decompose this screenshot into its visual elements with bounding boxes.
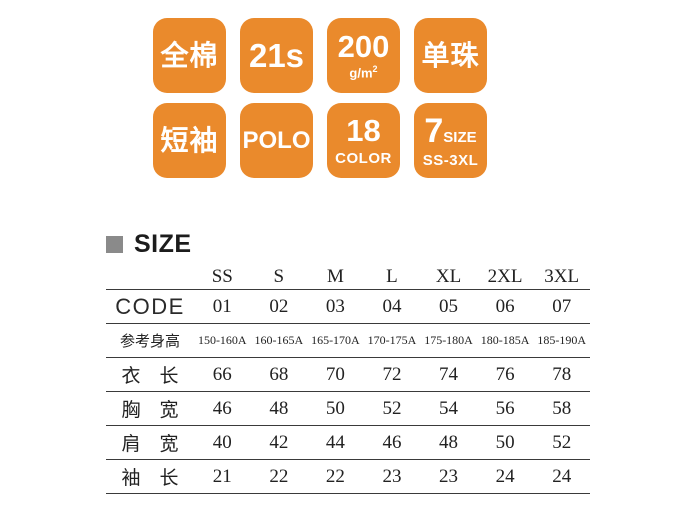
cell: 70	[307, 357, 364, 392]
row-label: 衣 长	[106, 357, 194, 392]
cell: 175-180A	[420, 323, 477, 358]
table-row-garment-length: 衣 长 66 68 70 72 74 76 78	[106, 357, 590, 392]
unit-text: g/m	[349, 65, 373, 81]
column-header: 2XL	[476, 265, 534, 290]
table-row-height: 参考身高 150-160A 160-165A 165-170A 170-175A…	[106, 323, 590, 358]
badge-fabric-weight-value: 200	[337, 29, 390, 65]
cell: 46	[363, 425, 421, 460]
feature-badges: 全棉 21s 200 g/m2 单珠 短袖 POLO 18 COLOR 7 SIZ…	[153, 18, 487, 178]
cell: 72	[363, 357, 421, 392]
badge-color-count-value: 18	[346, 113, 381, 148]
cell: 07	[533, 289, 590, 324]
column-header: L	[363, 265, 421, 290]
table-row-shoulder-width: 肩 宽 40 42 44 46 48 50 52	[106, 425, 590, 460]
badge-size-span: SS-3XL	[422, 151, 479, 169]
badge-yarn-count: 21s	[240, 18, 313, 93]
cell: 66	[194, 357, 251, 392]
size-section-header: SIZE	[106, 230, 192, 259]
badge-yarn-count-label: 21s	[248, 37, 305, 74]
cell: 180-185A	[476, 323, 534, 358]
badge-size-word: SIZE	[443, 128, 477, 146]
cell: 06	[476, 289, 534, 324]
cell: 56	[476, 391, 534, 426]
cell: 02	[250, 289, 308, 324]
badge-size-count: 7	[424, 111, 444, 150]
cell: 22	[307, 459, 364, 494]
cell: 185-190A	[533, 323, 590, 358]
row-label: CODE	[106, 289, 194, 324]
row-label: 参考身高	[106, 323, 194, 358]
badge-color-count-unit: COLOR	[335, 150, 392, 167]
column-header: XL	[420, 265, 477, 290]
badge-size-range-top: 7 SIZE	[424, 114, 476, 148]
cell: 52	[533, 425, 590, 460]
badge-cotton-label: 全棉	[160, 39, 219, 71]
cell: 21	[194, 459, 251, 494]
badge-short-sleeve: 短袖	[153, 103, 226, 178]
row-label: 袖 长	[106, 459, 194, 494]
column-header: 3XL	[533, 265, 590, 290]
cell: 23	[363, 459, 421, 494]
badge-color-count: 18 COLOR	[327, 103, 400, 178]
cell: 40	[194, 425, 251, 460]
cell: 42	[250, 425, 308, 460]
cell: 22	[250, 459, 308, 494]
table-row-code: CODE 01 02 03 04 05 06 07	[106, 289, 590, 324]
cell: 44	[307, 425, 364, 460]
cell: 48	[420, 425, 477, 460]
square-bullet-icon	[106, 236, 123, 253]
badge-pique: 单珠	[414, 18, 487, 93]
table-header-row: SS S M L XL 2XL 3XL	[106, 265, 590, 290]
table-row-sleeve-length: 袖 长 21 22 22 23 23 24 24	[106, 459, 590, 494]
cell: 58	[533, 391, 590, 426]
cell: 04	[363, 289, 421, 324]
cell: 01	[194, 289, 251, 324]
cell: 165-170A	[307, 323, 364, 358]
cell: 23	[420, 459, 477, 494]
cell: 52	[363, 391, 421, 426]
cell: 50	[307, 391, 364, 426]
cell: 160-165A	[250, 323, 308, 358]
column-header: M	[307, 265, 364, 290]
cell: 03	[307, 289, 364, 324]
badge-polo-label: POLO	[242, 126, 311, 154]
size-chart-table: SS S M L XL 2XL 3XL CODE 01 02 03 04 05 …	[106, 265, 590, 494]
badge-size-range: 7 SIZE SS-3XL	[414, 103, 487, 178]
badge-polo: POLO	[240, 103, 313, 178]
cell: 54	[420, 391, 477, 426]
cell: 24	[533, 459, 590, 494]
badge-cotton: 全棉	[153, 18, 226, 93]
cell: 24	[476, 459, 534, 494]
row-label: 胸 宽	[106, 391, 194, 426]
cell: 74	[420, 357, 477, 392]
column-header: S	[250, 265, 308, 290]
cell: 68	[250, 357, 308, 392]
cell: 46	[194, 391, 251, 426]
cell: 78	[533, 357, 590, 392]
badge-fabric-weight-unit: g/m2	[349, 64, 378, 81]
cell: 05	[420, 289, 477, 324]
badge-fabric-weight: 200 g/m2	[327, 18, 400, 93]
cell: 50	[476, 425, 534, 460]
cell: 170-175A	[363, 323, 421, 358]
badge-short-sleeve-label: 短袖	[160, 124, 219, 156]
size-section-title: SIZE	[134, 230, 192, 258]
cell: 76	[476, 357, 534, 392]
cell: 48	[250, 391, 308, 426]
row-label: 肩 宽	[106, 425, 194, 460]
column-header: SS	[194, 265, 251, 290]
header-empty-cell	[106, 265, 194, 290]
cell: 150-160A	[194, 323, 251, 358]
unit-sup: 2	[372, 64, 378, 75]
table-row-chest-width: 胸 宽 46 48 50 52 54 56 58	[106, 391, 590, 426]
badge-pique-label: 单珠	[421, 39, 480, 71]
